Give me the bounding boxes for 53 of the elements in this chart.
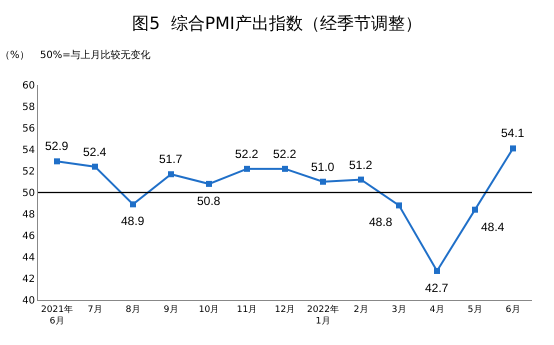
data-label: 48.9 (121, 214, 145, 228)
data-label: 51.0 (311, 160, 335, 174)
point (130, 201, 136, 208)
x-tick-label: 10月 (198, 304, 220, 315)
data-label: 52.9 (45, 139, 69, 153)
y-tick-label: 44 (22, 252, 35, 264)
data-label: 52.2 (235, 147, 259, 161)
text: 50%=与上月比较无变化 (40, 49, 151, 61)
data-label: 51.7 (159, 152, 183, 166)
data-label: 51.2 (349, 158, 373, 172)
y-tick-label: 58 (22, 102, 35, 113)
x-tick-label: 6月 (506, 304, 520, 315)
y-tick-label: 50 (22, 188, 35, 199)
x-tick-label: 11月 (236, 304, 258, 315)
x-tick-label: 4月 (430, 304, 444, 315)
y-tick-label: 60 (22, 80, 35, 92)
y-tick-label: 54 (22, 145, 35, 156)
data-label: 48.8 (369, 215, 393, 229)
x-tick-label: 3月 (392, 304, 406, 315)
y-tick-label: 46 (22, 231, 35, 242)
data-label: 54.1 (501, 126, 525, 140)
y-tick-label: 56 (22, 124, 35, 134)
point (92, 164, 98, 170)
data-label: 42.7 (425, 281, 449, 295)
x-tick-label: 9月 (164, 304, 178, 315)
point (510, 145, 516, 152)
text: （%） (0, 50, 30, 61)
data-label: 50.8 (197, 194, 221, 208)
point (282, 166, 288, 172)
point (168, 171, 174, 178)
point (434, 268, 440, 274)
point (472, 206, 478, 213)
y-tick-label: 42 (22, 274, 35, 285)
x-tick-label: 8月 (126, 304, 140, 315)
x-tick-label: 2022年 1月 (307, 304, 339, 326)
x-tick-label: 2021年 6月 (41, 304, 73, 326)
data-label: 52.2 (273, 147, 297, 161)
point (320, 178, 326, 185)
point (206, 180, 212, 187)
y-tick-label: 40 (22, 296, 35, 306)
point (54, 158, 60, 164)
x-tick-label: 2月 (354, 304, 368, 315)
chart-title: 图5 综合PMI产出指数（经季节调整） (132, 14, 422, 34)
x-tick-label: 12月 (274, 304, 296, 315)
y-tick-label: 52 (22, 166, 35, 178)
x-tick-label: 7月 (88, 304, 102, 315)
point (358, 176, 364, 183)
x-tick-label: 5月 (468, 304, 482, 315)
y-tick-label: 48 (22, 210, 35, 220)
point (396, 202, 402, 208)
data-label: 48.4 (481, 220, 505, 234)
point (244, 166, 250, 172)
data-label: 52.4 (83, 145, 107, 159)
